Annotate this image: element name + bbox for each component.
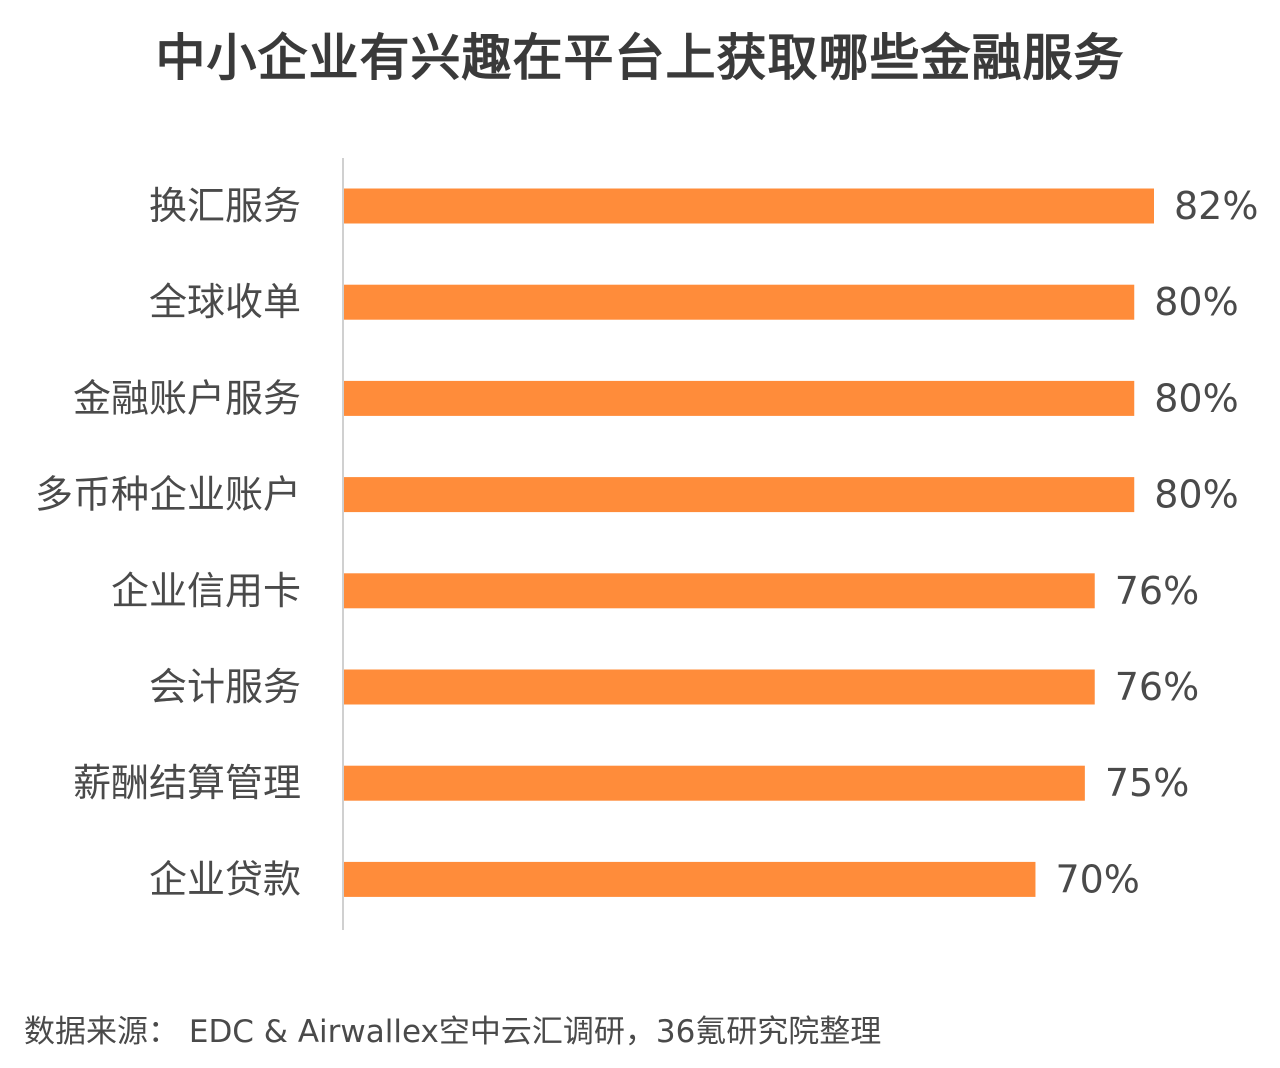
bar	[344, 669, 1095, 705]
value-label: 80%	[1154, 473, 1238, 517]
category-label: 金融账户服务	[73, 376, 301, 420]
category-label: 薪酬结算管理	[73, 761, 301, 805]
bar	[344, 284, 1135, 320]
value-label: 82%	[1174, 184, 1258, 228]
bar	[344, 573, 1095, 609]
category-label: 全球收单	[149, 280, 301, 324]
bar-chart: 换汇服务 82% 全球收单 80% 金融账户服务 80% 多币种企业账户 80% 企业信用卡 76…	[35, 158, 1258, 930]
value-label: 75%	[1105, 761, 1189, 805]
bar	[344, 188, 1154, 224]
chart-title: 中小企业有兴趣在平台上获取哪些金融服务	[155, 29, 1125, 87]
category-label: 会计服务	[149, 665, 301, 709]
category-label: 多币种企业账户	[35, 473, 301, 517]
bar	[344, 765, 1085, 801]
category-label: 换汇服务	[149, 184, 301, 228]
bar	[344, 380, 1135, 416]
value-label: 70%	[1055, 857, 1139, 901]
category-label: 企业贷款	[149, 857, 301, 901]
source-note: 数据来源： EDC & Airwallex空中云汇调研，36氪研究院整理	[24, 1014, 882, 1050]
bar	[344, 477, 1135, 513]
value-label: 80%	[1154, 280, 1238, 324]
category-label: 企业信用卡	[111, 569, 301, 613]
bar	[344, 861, 1036, 897]
value-label: 76%	[1115, 569, 1199, 613]
value-label: 80%	[1154, 376, 1238, 420]
value-label: 76%	[1115, 665, 1199, 709]
